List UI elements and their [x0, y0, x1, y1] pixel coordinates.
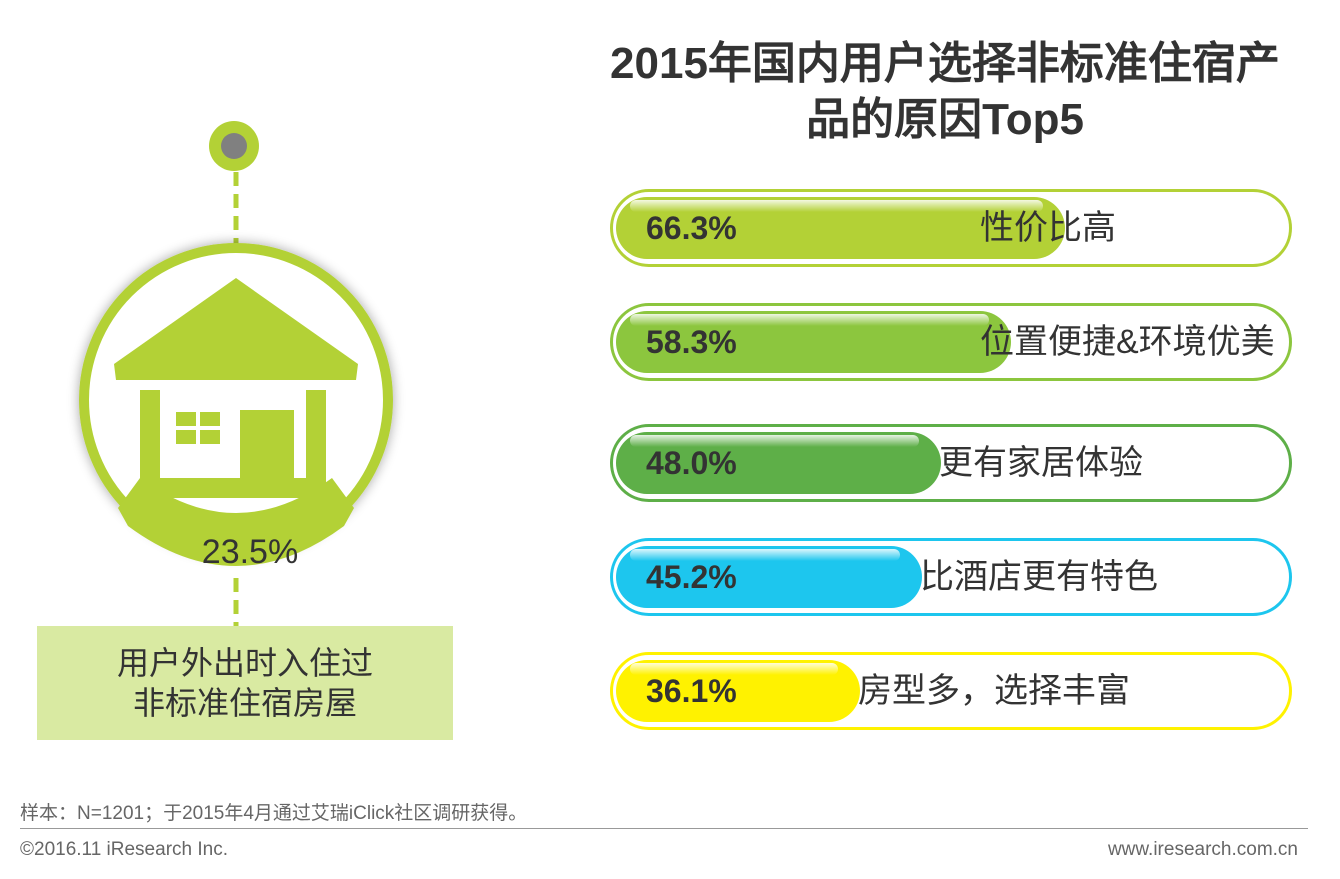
sample-note: 样本：N=1201；于2015年4月通过艾瑞iClick社区调研获得。 — [20, 803, 528, 824]
bar-value-label: 58.3% — [646, 324, 737, 360]
house-infographic — [79, 121, 393, 626]
bar — [616, 546, 922, 608]
site-url: www.iresearch.com.cn — [1107, 839, 1298, 860]
highlight-caption-line-1: 用户外出时入住过 — [116, 645, 373, 681]
bar-category-label: 更有家居体验 — [939, 444, 1143, 482]
bar-category-label: 位置便捷&环境优美 — [980, 323, 1275, 361]
bar-row: 48.0% 更有家居体验 — [610, 424, 1292, 502]
bar-value-label: 66.3% — [646, 210, 737, 246]
pin-inner — [221, 133, 247, 159]
value-ribbon — [118, 478, 354, 566]
chart-title-line-2: 品的原因Top5 — [806, 95, 1084, 144]
house-icon — [114, 278, 358, 498]
chart-title-line-1: 2015年国内用户选择非标准住宿产 — [610, 39, 1280, 88]
highlight-caption-line-2: 非标准住宿房屋 — [132, 685, 357, 721]
bar-value-label: 36.1% — [646, 673, 737, 709]
highlight-panel: 23.5% 用户外出时入住过 非标准住宿房屋 — [0, 0, 560, 760]
footer-divider — [20, 828, 1308, 829]
bar-category-label: 房型多，选择丰富 — [858, 672, 1130, 710]
bar — [616, 432, 941, 494]
bar-row: 58.3% 位置便捷&环境优美 — [610, 303, 1292, 381]
bar — [616, 311, 1011, 373]
bar-row: 45.2% 比酒店更有特色 — [610, 538, 1292, 616]
bar-value-label: 45.2% — [646, 559, 737, 595]
bar-value-label: 48.0% — [646, 445, 737, 481]
bar-category-label: 性价比高 — [980, 209, 1116, 247]
bar — [616, 660, 860, 722]
highlight-caption-box: 用户外出时入住过 非标准住宿房屋 — [37, 626, 453, 740]
bar-row: 36.1% 房型多，选择丰富 — [610, 652, 1292, 730]
bar-category-label: 比酒店更有特色 — [920, 558, 1158, 596]
bar-row: 66.3% 性价比高 — [610, 189, 1292, 267]
copyright: ©2016.11 iResearch Inc. — [20, 839, 228, 860]
highlight-value: 23.5% — [201, 533, 299, 571]
bar — [616, 197, 1065, 259]
chart-title: 2015年国内用户选择非标准住宿产 品的原因Top5 — [560, 36, 1330, 148]
